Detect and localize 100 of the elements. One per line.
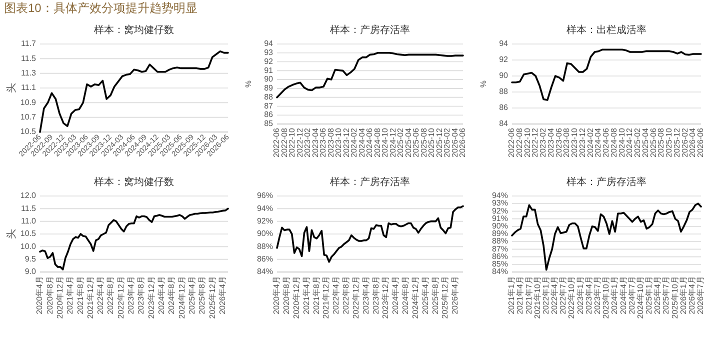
y-axis-title: % xyxy=(244,80,254,88)
x-tick-label: 2025年1月 xyxy=(644,276,654,314)
x-tick-label: 2022-10 xyxy=(522,127,532,158)
x-tick-label: 2024年8月 xyxy=(401,276,410,314)
x-tick-label: 2025-10 xyxy=(427,127,436,158)
x-tick-label: 2023-04 xyxy=(546,127,556,158)
chart-title: 样本：产房存活率 xyxy=(566,176,646,188)
y-tick-label: 91 xyxy=(264,66,274,75)
x-tick-label: 2025-12 xyxy=(434,127,444,158)
x-tick-label: 2020年4月 xyxy=(272,276,282,314)
y-tick-label: 90 xyxy=(264,74,274,84)
y-tick-label: 94 xyxy=(264,39,274,48)
x-tick-label: 2024-08 xyxy=(372,127,382,158)
x-tick-label: 2026-04 xyxy=(450,127,460,158)
y-tick-label: 88% xyxy=(256,242,273,251)
x-tick-label: 2021年8月 xyxy=(312,276,321,314)
x-tick-label: 2024年8月 xyxy=(167,276,176,314)
x-tick-label: 2026-02 xyxy=(680,127,690,158)
x-tick-label: 2026-04 xyxy=(688,127,698,158)
x-tick-label: 2025-02 xyxy=(633,127,642,158)
y-tick-label: 96% xyxy=(256,191,273,200)
x-tick-label: 2023年7月 xyxy=(593,276,602,314)
x-tick-label: 2023-04 xyxy=(310,127,320,158)
x-tick-label: 2023年8月 xyxy=(371,276,380,314)
x-tick-label: 2026-06 xyxy=(458,127,468,158)
x-tick-label: 2024年12月 xyxy=(410,276,420,319)
y-tick-label: 91% xyxy=(492,214,508,223)
x-tick-label: 2025年10月 xyxy=(670,276,680,319)
y-tick-label: 93% xyxy=(492,198,508,208)
x-tick-label: 2023年4月 xyxy=(361,276,370,314)
x-tick-label: 2024-04 xyxy=(594,127,603,158)
x-tick-label: 2021年12月 xyxy=(86,276,95,319)
x-tick-label: 2026年7月 xyxy=(696,276,706,314)
x-tick-label: 2022-10 xyxy=(288,127,297,158)
y-axis-title: % xyxy=(479,80,488,88)
y-tick-label: 88 xyxy=(499,87,509,96)
x-tick-label: 2022-12 xyxy=(530,127,540,158)
line-series xyxy=(276,52,464,98)
x-tick-label: 2020年4月 xyxy=(35,276,44,314)
y-tick-label: 94 xyxy=(499,39,509,48)
y-tick-label: 10.5 xyxy=(20,229,37,238)
x-tick-label: 2023年8月 xyxy=(136,276,146,314)
x-tick-label: 2025年8月 xyxy=(430,276,440,314)
x-tick-label: 2021年10月 xyxy=(532,276,542,319)
x-tick-label: 2020年8月 xyxy=(282,276,292,314)
y-tick-label: 10.0 xyxy=(20,242,37,251)
x-tick-label: 2023-06 xyxy=(318,127,328,158)
x-tick-label: 2024年4月 xyxy=(157,276,166,314)
x-tick-label: 2021年4月 xyxy=(516,276,525,314)
y-tick-label: 86% xyxy=(492,252,508,261)
x-tick-label: 2025年12月 xyxy=(440,276,450,319)
y-tick-label: 12.0 xyxy=(20,191,37,200)
x-tick-label: 2024-06 xyxy=(365,127,374,158)
x-tick-label: 2023年1月 xyxy=(576,276,585,314)
x-tick-label: 2022-06 xyxy=(507,127,516,158)
x-tick-label: 2023-12 xyxy=(342,127,351,158)
x-tick-label: 2022年12月 xyxy=(116,276,126,319)
y-tick-label: 87% xyxy=(492,244,508,254)
y-tick-label: 11.3 xyxy=(21,68,37,78)
y-tick-label: 84% xyxy=(492,267,508,276)
x-tick-label: 2026年4月 xyxy=(688,276,697,314)
x-tick-label: 2022年7月 xyxy=(558,276,568,314)
y-tick-label: 89 xyxy=(264,84,274,93)
y-tick-label: 10.9 xyxy=(20,98,37,107)
x-tick-label: 2022年8月 xyxy=(106,276,116,314)
x-tick-label: 2025年4月 xyxy=(420,276,430,314)
x-tick-label: 2024-04 xyxy=(357,127,366,158)
y-tick-label: 86% xyxy=(256,254,273,264)
x-tick-label: 2025年4月 xyxy=(188,276,197,314)
x-tick-label: 2024-12 xyxy=(388,127,398,158)
chart-title: 样本：窝均健仔数 xyxy=(94,176,174,188)
y-tick-label: 9.0 xyxy=(24,267,37,276)
line-series xyxy=(39,50,229,133)
x-tick-label: 2025-04 xyxy=(640,127,650,158)
y-tick-label: 10.7 xyxy=(20,112,37,122)
y-tick-label: 92% xyxy=(492,206,508,216)
x-tick-label: 2024年12月 xyxy=(177,276,186,319)
x-tick-label: 2023-10 xyxy=(570,127,580,158)
x-tick-label: 2022年10月 xyxy=(567,276,576,319)
y-tick-label: 94% xyxy=(256,204,273,213)
x-tick-label: 2024-10 xyxy=(380,127,390,158)
x-tick-label: 2023年12月 xyxy=(146,276,156,319)
x-tick-label: 2022年12月 xyxy=(351,276,360,319)
x-tick-label: 2024-02 xyxy=(350,127,359,158)
x-tick-label: 2020年12月 xyxy=(55,276,64,319)
x-tick-label: 2023-08 xyxy=(562,127,572,158)
y-tick-label: 84 xyxy=(499,119,509,128)
x-tick-label: 2025年8月 xyxy=(198,276,207,314)
line-series xyxy=(276,205,464,263)
line-series xyxy=(39,208,229,270)
x-tick-label: 2024-06 xyxy=(602,127,611,158)
y-tick-label: 88 xyxy=(264,92,274,102)
x-tick-label: 2023-10 xyxy=(334,127,344,158)
x-tick-label: 2021年1月 xyxy=(507,276,516,314)
x-tick-label: 2024-12 xyxy=(625,127,634,158)
text: 图表10：具体产效分项提升趋势明显 xyxy=(4,1,198,15)
y-tick-label: 90% xyxy=(492,222,508,231)
x-tick-label: 2024-10 xyxy=(617,127,626,158)
y-tick-label: 93 xyxy=(264,48,274,57)
x-tick-label: 2021年8月 xyxy=(76,276,85,314)
